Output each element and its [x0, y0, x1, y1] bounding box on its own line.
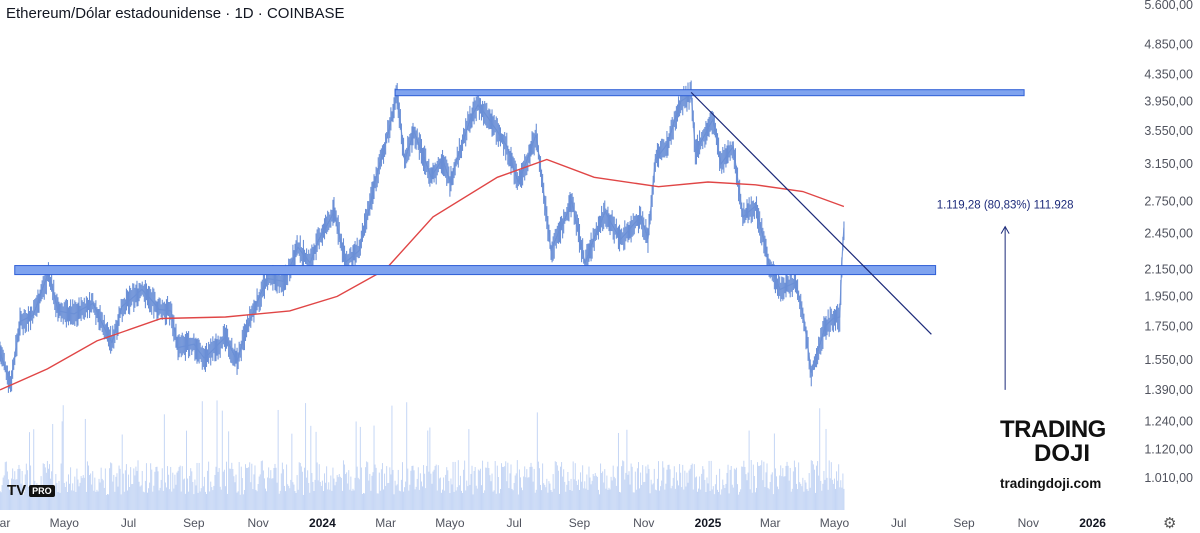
x-tick-label: Sep: [183, 516, 205, 530]
y-tick-label: 1.750,00: [1144, 319, 1193, 333]
price-line: [0, 93, 845, 385]
y-tick-label: 1.240,00: [1144, 414, 1193, 428]
moving-average-line: [0, 158, 845, 391]
support-resistance-band: [14, 265, 937, 276]
tradingview-logo[interactable]: TV PRO: [7, 482, 55, 499]
brand-watermark: TRADING DOJI tradingdoji.com: [1000, 416, 1106, 492]
y-tick-label: 4.350,00: [1144, 68, 1193, 82]
support-resistance-band: [394, 89, 1025, 97]
y-tick-label: 5.600,00: [1144, 0, 1193, 12]
y-tick-label: 2.750,00: [1144, 194, 1193, 208]
y-tick-label: 1.950,00: [1144, 289, 1193, 303]
x-tick-label: Jul: [506, 516, 521, 530]
measure-label: 1.119,28 (80,83%) 111.928: [937, 200, 1074, 212]
x-tick-label: Mar: [375, 516, 396, 530]
price-axis[interactable]: 5.600,00 4.850,00 4.350,00 3.950,00 3.550,00…: [1144, 0, 1193, 485]
brand-line2: DOJI: [1034, 440, 1091, 467]
y-tick-label: 1.010,00: [1144, 471, 1193, 485]
y-tick-label: 4.850,00: [1144, 38, 1193, 52]
x-tick-label: Nov: [247, 516, 268, 530]
x-tick-label: Mar: [760, 516, 781, 530]
volume-bars: [0, 400, 845, 510]
x-tick-label: Jul: [121, 516, 136, 530]
y-tick-label: 1.550,00: [1144, 353, 1193, 367]
x-tick-label: 2026: [1079, 516, 1106, 530]
x-tick-label: Sep: [953, 516, 975, 530]
chart-title: Ethereum/Dólar estadounidense · 1D · COI…: [6, 5, 345, 22]
brand-line1: TRADING: [1000, 416, 1106, 443]
trendline: [690, 91, 932, 335]
pro-badge: PRO: [29, 484, 55, 497]
x-tick-label: Nov: [1018, 516, 1039, 530]
x-tick-label: Mayo: [820, 516, 850, 530]
time-axis[interactable]: Mar Mayo Jul Sep Nov 2024 Mar Mayo Jul Sep Nov 2025…: [0, 516, 1106, 530]
x-tick-label: Mayo: [50, 516, 80, 530]
plot-area: 1.119,28 (80,83%) 111.928: [0, 80, 1074, 393]
x-tick-label: 2025: [695, 516, 722, 530]
x-tick-label: Mar: [0, 516, 10, 530]
x-tick-label: Nov: [633, 516, 654, 530]
y-tick-label: 1.390,00: [1144, 383, 1193, 397]
tv-logo-mark: TV: [7, 482, 27, 499]
brand-url: tradingdoji.com: [1000, 476, 1102, 491]
x-tick-label: Sep: [569, 516, 591, 530]
y-tick-label: 2.150,00: [1144, 262, 1193, 276]
y-tick-label: 2.450,00: [1144, 226, 1193, 240]
measure-arrowhead: [1000, 225, 1010, 234]
settings-gear-icon[interactable]: ⚙: [1163, 515, 1177, 532]
x-tick-label: Mayo: [435, 516, 465, 530]
x-tick-label: Jul: [891, 516, 906, 530]
y-tick-label: 3.150,00: [1144, 157, 1193, 171]
y-tick-label: 3.550,00: [1144, 124, 1193, 138]
y-tick-label: 1.120,00: [1144, 443, 1193, 457]
y-tick-label: 3.950,00: [1144, 94, 1193, 108]
x-tick-label: 2024: [309, 516, 336, 530]
